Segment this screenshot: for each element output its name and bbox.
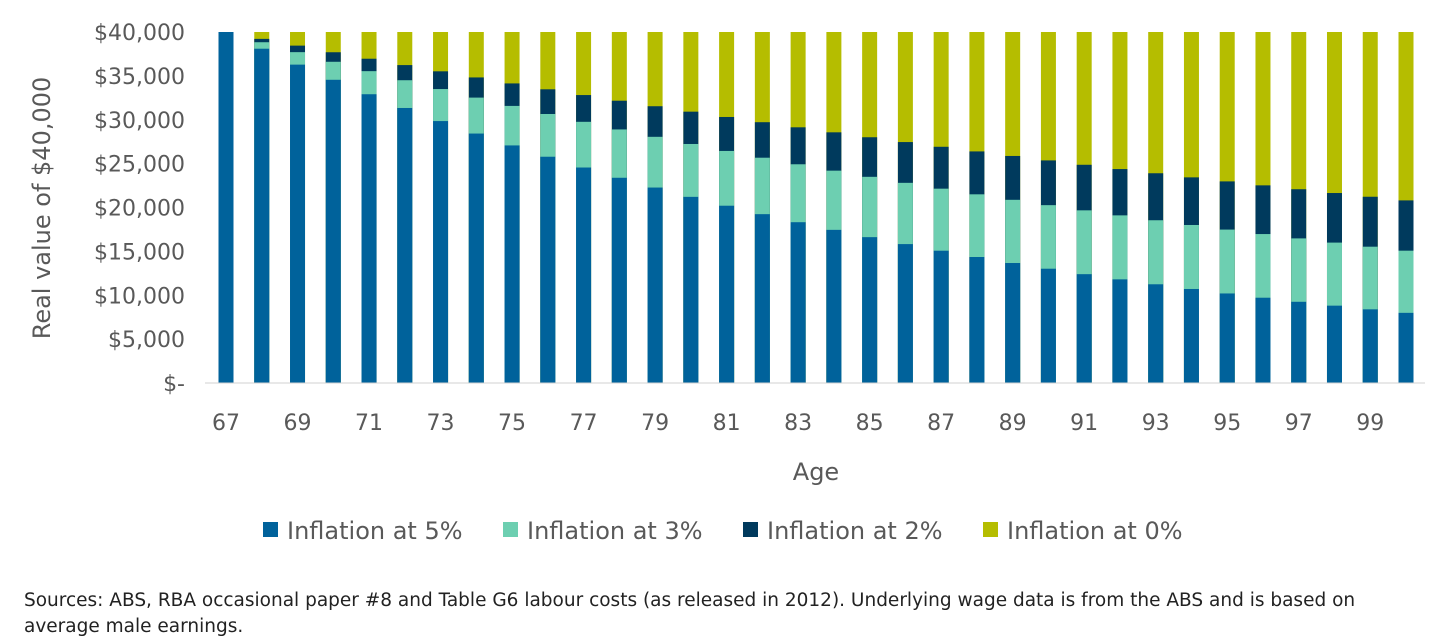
- bar-inflation-at-5-: [862, 237, 878, 383]
- x-tick-label: 85: [856, 411, 884, 436]
- bar-inflation-at-5-: [826, 229, 842, 383]
- bar-inflation-at-5-: [1255, 297, 1271, 383]
- bar-inflation-at-5-: [1362, 309, 1378, 383]
- x-axis-title: Age: [793, 458, 839, 486]
- y-tick-label: $15,000: [94, 240, 185, 265]
- bar-inflation-at-5-: [1326, 305, 1342, 383]
- y-axis-title: Real value of $40,000: [28, 77, 56, 340]
- x-tick-label: 71: [355, 411, 383, 436]
- source-note: Sources: ABS, RBA occasional paper #8 an…: [24, 590, 1356, 637]
- x-tick-label: 95: [1213, 411, 1241, 436]
- bar-inflation-at-5-: [504, 145, 520, 383]
- legend-swatch: [983, 522, 998, 537]
- bar-inflation-at-5-: [647, 187, 663, 383]
- bar-inflation-at-5-: [468, 133, 484, 383]
- x-tick-label: 77: [570, 411, 598, 436]
- bar-inflation-at-5-: [1148, 284, 1164, 383]
- bar-inflation-at-5-: [683, 196, 699, 383]
- bar-inflation-at-5-: [933, 250, 949, 383]
- x-tick-label: 99: [1356, 411, 1384, 436]
- bar-inflation-at-5-: [969, 257, 985, 383]
- stacked-bar-chart: $- $5,000 $10,000 $15,000 $20,000 $25,000 $30,…: [28, 21, 1425, 545]
- x-tick-label: 97: [1285, 411, 1313, 436]
- bar-inflation-at-5-: [290, 64, 306, 384]
- legend-swatch: [503, 522, 518, 537]
- bar-inflation-at-5-: [1291, 301, 1307, 383]
- legend-label: Inflation at 2%: [767, 517, 943, 545]
- bar-inflation-at-5-: [790, 222, 806, 383]
- y-tick-label: $40,000: [94, 21, 185, 46]
- bar-inflation-at-5-: [1040, 268, 1056, 383]
- bar-inflation-at-5-: [1398, 312, 1414, 383]
- y-tick-label: $35,000: [94, 65, 185, 90]
- bar-inflation-at-5-: [361, 94, 377, 383]
- y-tick-label: $20,000: [94, 197, 185, 222]
- x-tick-label: 91: [1070, 411, 1098, 436]
- x-tick-label: 87: [927, 411, 955, 436]
- y-tick-label: $25,000: [94, 153, 185, 178]
- bar-inflation-at-5-: [1219, 293, 1235, 383]
- x-tick-label: 89: [999, 411, 1027, 436]
- x-tick-label: 79: [641, 411, 669, 436]
- y-tick-label: $-: [163, 372, 185, 397]
- bar-inflation-at-5-: [325, 79, 341, 384]
- x-tick-label: 67: [212, 411, 240, 436]
- bar-inflation-at-5-: [754, 214, 770, 383]
- legend-swatch: [743, 522, 758, 537]
- x-tick-label: 93: [1142, 411, 1170, 436]
- y-tick-label: $30,000: [94, 109, 185, 134]
- bar-inflation-at-5-: [218, 32, 234, 383]
- bar-inflation-at-5-: [611, 177, 627, 383]
- y-tick-label: $10,000: [94, 284, 185, 309]
- bar-inflation-at-5-: [433, 121, 449, 384]
- x-tick-label: 75: [498, 411, 526, 436]
- y-tick-label: $5,000: [108, 328, 185, 353]
- bar-inflation-at-5-: [1112, 279, 1128, 383]
- legend-swatch: [263, 522, 278, 537]
- bar-inflation-at-5-: [1076, 274, 1092, 383]
- x-tick-label: 81: [713, 411, 741, 436]
- legend-label: Inflation at 5%: [287, 517, 463, 545]
- bar-inflation-at-5-: [1005, 263, 1021, 383]
- bar-inflation-at-5-: [540, 156, 556, 383]
- legend-label: Inflation at 3%: [527, 517, 703, 545]
- x-tick-label: 69: [284, 411, 312, 436]
- bar-inflation-at-5-: [1183, 288, 1199, 383]
- bar-inflation-at-5-: [254, 48, 270, 384]
- x-tick-label: 83: [784, 411, 812, 436]
- bar-inflation-at-5-: [397, 107, 413, 383]
- bar-inflation-at-5-: [576, 167, 592, 383]
- x-tick-label: 73: [427, 411, 455, 436]
- bar-inflation-at-5-: [719, 205, 735, 383]
- bar-inflation-at-5-: [897, 244, 913, 383]
- legend-label: Inflation at 0%: [1007, 517, 1183, 545]
